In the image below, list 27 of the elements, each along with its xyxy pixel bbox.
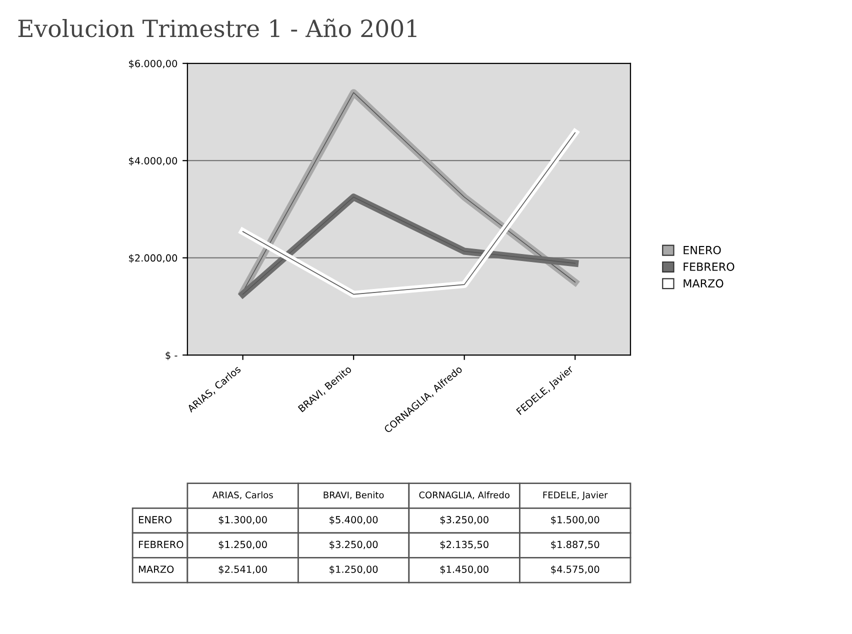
data-label: $2.541,00 — [218, 565, 267, 574]
data-label: $4.575,00 — [551, 565, 600, 574]
y-tick-label: $ - — [166, 351, 178, 360]
data-label: $1.450,00 — [440, 565, 488, 574]
legend-label: FEBRERO — [684, 262, 734, 271]
data-label: $3.250,00 — [330, 540, 378, 550]
category-label: FEDELE, Javier — [543, 491, 608, 500]
chart-title: Evolucion Trimestre 1 - Año 2001 — [18, 18, 416, 38]
category-label: BRAVI, Benito — [324, 491, 384, 500]
data-label: $1.500,00 — [551, 516, 600, 525]
data-label: $1.887,50 — [551, 540, 600, 550]
y-tick-label: $4.000,00 — [129, 156, 178, 166]
y-tick-label: $6.000,00 — [129, 60, 178, 69]
data-label: $3.250,00 — [440, 516, 488, 525]
data-label: $1.250,00 — [330, 565, 378, 574]
data-label: $1.300,00 — [218, 516, 267, 525]
text: ENERO — [139, 516, 172, 524]
data-label: $2.135,50 — [440, 540, 488, 550]
legend-label: ENERO — [684, 246, 721, 254]
y-tick-label: $2.000,00 — [129, 254, 178, 263]
data-label: $5.400,00 — [330, 516, 378, 525]
category-label: ARIAS, Carlos — [212, 491, 273, 500]
legend-label: MARZO — [684, 279, 724, 288]
text: MARZO — [139, 566, 174, 573]
data-label: $1.250,00 — [218, 540, 267, 550]
text: FEBRERO — [139, 540, 184, 548]
category-label: CORNAGLIA, Alfredo — [419, 491, 510, 500]
